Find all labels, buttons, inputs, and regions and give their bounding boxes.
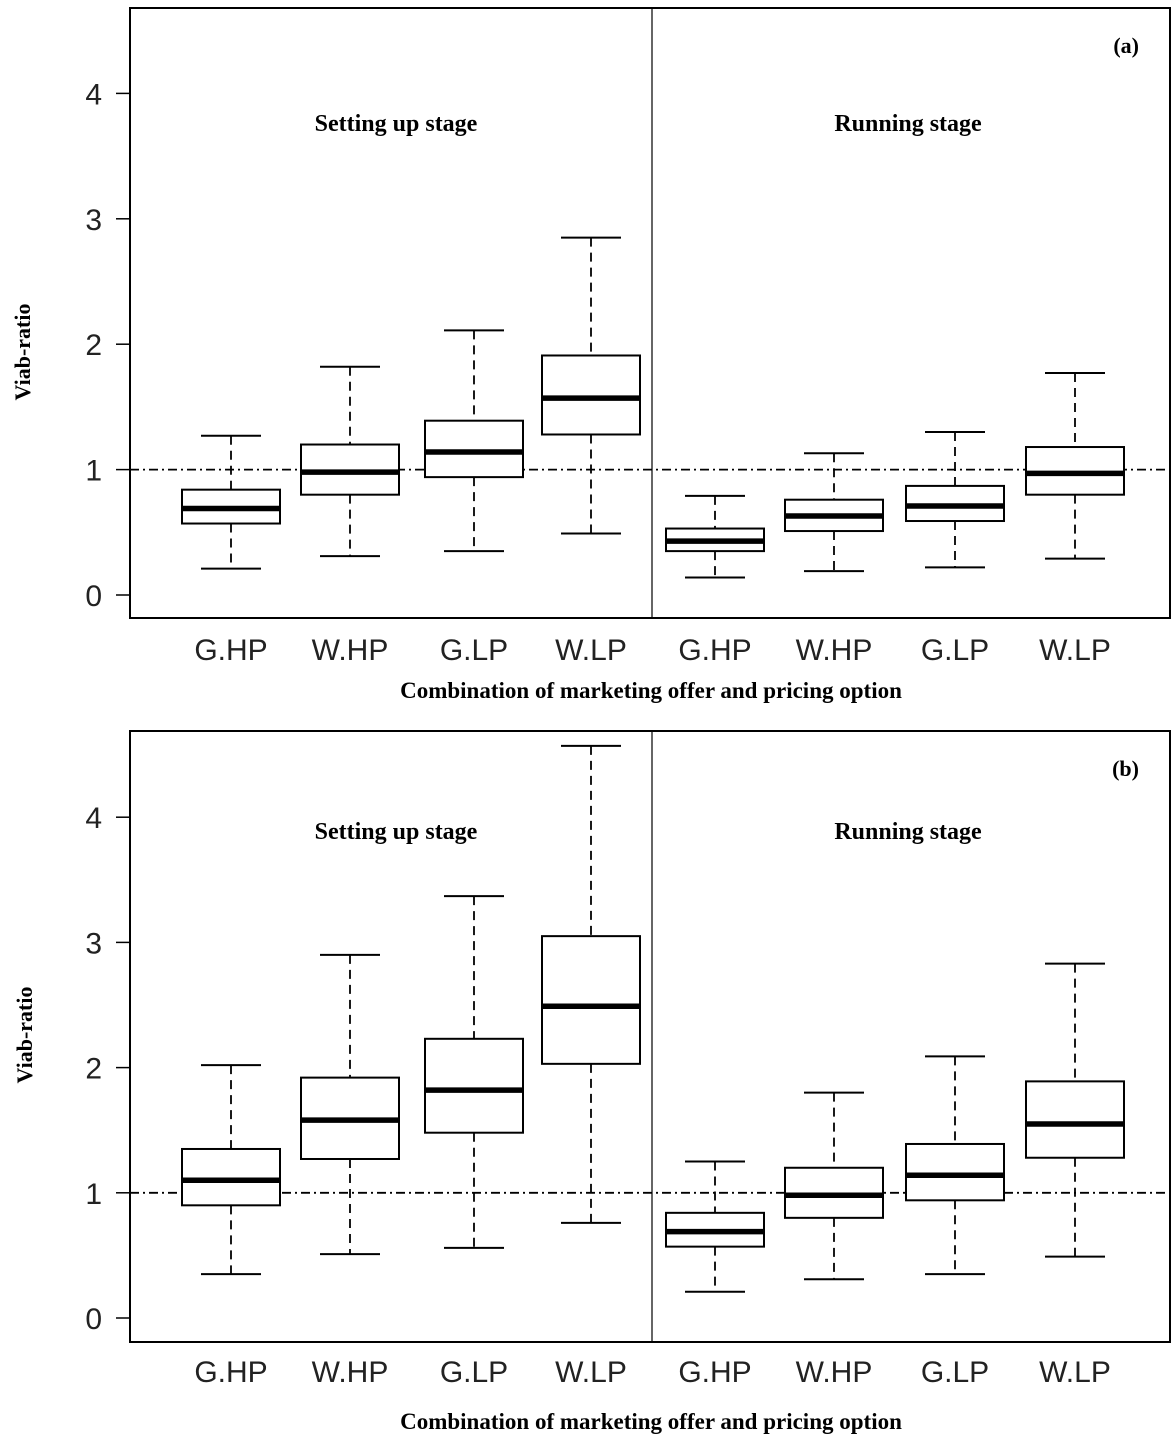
panel-label: (b) <box>1112 756 1139 781</box>
x-axis-label: Combination of marketing offer and prici… <box>400 678 902 703</box>
box-5 <box>784 452 884 573</box>
box-2 <box>424 895 524 1249</box>
y-tick-label: 0 <box>85 580 102 613</box>
stage-label: Setting up stage <box>315 819 478 845</box>
stage-label: Running stage <box>834 111 982 137</box>
box-2 <box>424 329 524 553</box>
box-1 <box>300 365 400 558</box>
iqr-box <box>905 1142 1005 1202</box>
box-3 <box>541 744 641 1224</box>
x-tick-label: W.LP <box>1039 634 1111 667</box>
box-7 <box>1025 962 1125 1258</box>
x-tick-label: G.HP <box>678 634 751 667</box>
x-tick-label: W.HP <box>312 634 389 667</box>
box-1 <box>300 953 400 1256</box>
iqr-box <box>181 1147 281 1207</box>
y-tick-label: 3 <box>85 204 102 237</box>
x-tick-label: W.HP <box>796 634 873 667</box>
box-3 <box>541 236 641 535</box>
iqr-box <box>541 935 641 1065</box>
plot-frame <box>129 7 1171 619</box>
y-tick-label: 2 <box>85 329 102 362</box>
x-tick-label: G.HP <box>194 634 267 667</box>
stage-label: Running stage <box>834 819 982 845</box>
y-axis-label: Viab-ratio <box>12 987 37 1084</box>
x-tick-label: W.LP <box>555 634 627 667</box>
x-tick-label: W.LP <box>555 1356 627 1389</box>
x-tick-label: W.HP <box>796 1356 873 1389</box>
x-tick-label: G.LP <box>440 634 508 667</box>
box-5 <box>784 1091 884 1281</box>
box-0 <box>181 1064 281 1276</box>
x-tick-label: G.LP <box>921 1356 989 1389</box>
box-6 <box>905 1055 1005 1276</box>
x-tick-label: G.LP <box>440 1356 508 1389</box>
box-7 <box>1025 372 1125 560</box>
iqr-box <box>1025 1080 1125 1159</box>
plot-frame <box>129 730 1171 1343</box>
y-tick-label: 1 <box>85 455 102 488</box>
iqr-box <box>424 419 524 479</box>
y-tick-label: 0 <box>85 1303 102 1336</box>
x-tick-label: G.HP <box>194 1356 267 1389</box>
y-tick-label: 4 <box>85 78 102 111</box>
y-axis-label: Viab-ratio <box>10 304 35 401</box>
panel-b: 0 1 2 3 4 Viab-ratio Setting up stage Running s… <box>12 730 1171 1434</box>
panel-a: 0 1 2 3 4 Viab-ratio Setting up stage Running s… <box>10 7 1171 703</box>
x-tick-label: W.HP <box>312 1356 389 1389</box>
x-tick-label: W.LP <box>1039 1356 1111 1389</box>
x-axis-label: Combination of marketing offer and prici… <box>400 1409 902 1434</box>
x-tick-label: G.LP <box>921 634 989 667</box>
box-6 <box>905 430 1005 569</box>
y-tick-label: 3 <box>85 927 102 960</box>
iqr-box <box>541 354 641 436</box>
stage-label: Setting up stage <box>315 111 478 137</box>
y-tick-label: 2 <box>85 1053 102 1086</box>
panel-label: (a) <box>1113 33 1139 58</box>
x-tick-label: G.HP <box>678 1356 751 1389</box>
box-4 <box>665 1160 765 1293</box>
box-4 <box>665 494 765 579</box>
box-0 <box>181 434 281 570</box>
y-tick-label: 4 <box>85 802 102 835</box>
iqr-box <box>424 1037 524 1134</box>
y-tick-label: 1 <box>85 1178 102 1211</box>
